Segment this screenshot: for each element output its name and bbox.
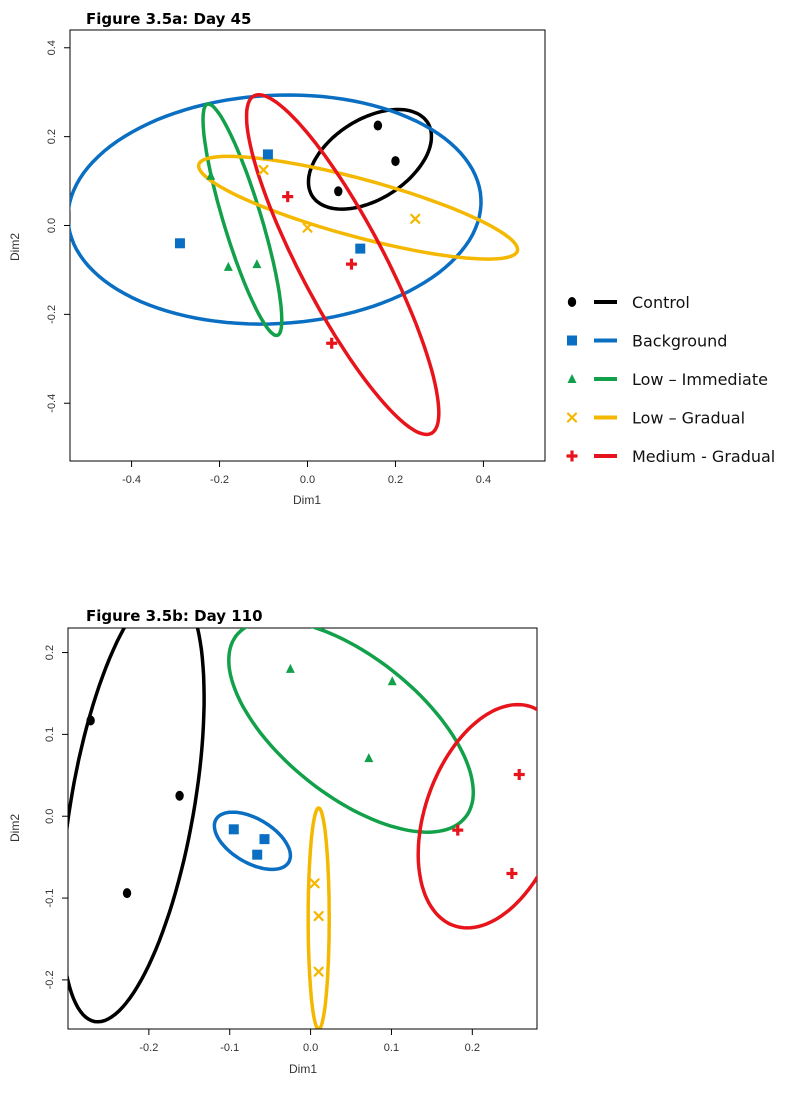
- low-immediate-ellipse: [201, 102, 284, 338]
- background-point: [174, 238, 185, 249]
- x-tick-label: 0.0: [300, 474, 315, 486]
- low-gradual-point: [313, 910, 324, 922]
- x-tick-label: -0.1: [220, 1042, 239, 1054]
- legend-label: Low – Immediate: [632, 370, 768, 389]
- x-axis-label: Dim1: [289, 1062, 317, 1076]
- low-gradual-point: [309, 878, 320, 889]
- y-tick-label: -0.4: [46, 394, 58, 413]
- low-gradual-ellipse: [196, 154, 520, 261]
- medium-gradual-point: [345, 258, 357, 270]
- control-point: [86, 715, 95, 726]
- low-immediate-point: [206, 170, 216, 180]
- medium-gradual-ellipse: [416, 702, 537, 930]
- control-point: [391, 156, 400, 167]
- low-immediate-point: [364, 753, 374, 763]
- legend-marker: [567, 297, 577, 307]
- low-immediate-point: [387, 676, 397, 686]
- y-tick-label: 0.0: [46, 218, 58, 233]
- x-tick-label: -0.2: [139, 1042, 158, 1054]
- y-tick-label: -0.2: [46, 305, 58, 324]
- control-point: [175, 790, 184, 801]
- legend-marker: [566, 412, 578, 423]
- medium-gradual-ellipse: [244, 93, 441, 437]
- y-tick-label: -0.1: [44, 889, 56, 908]
- y-tick-label: 0.4: [46, 40, 58, 55]
- legend-item-background: Background: [567, 332, 727, 351]
- x-tick-label: -0.4: [122, 474, 141, 486]
- control-point: [373, 120, 383, 131]
- low-gradual-point: [410, 213, 421, 224]
- y-tick-label: 0.0: [44, 809, 56, 824]
- x-tick-label: 0.0: [303, 1042, 318, 1054]
- y-axis-label: Dim2: [8, 814, 22, 842]
- legend-label: Background: [632, 332, 727, 351]
- x-axis-label: Dim1: [293, 493, 321, 507]
- low-immediate-point: [285, 663, 295, 673]
- low-gradual-point: [313, 966, 324, 977]
- control-ellipse: [68, 628, 206, 1024]
- y-tick-label: 0.1: [44, 727, 56, 742]
- legend-item-control: Control: [567, 293, 690, 312]
- medium-gradual-point: [282, 191, 294, 203]
- legend-item-low-gradual: Low – Gradual: [566, 409, 745, 428]
- background-point: [228, 824, 239, 835]
- low-immediate-ellipse: [227, 628, 476, 834]
- low-gradual-ellipse: [306, 806, 331, 1029]
- legend-label: Control: [632, 293, 690, 312]
- background-ellipse: [212, 810, 293, 872]
- background-point: [252, 849, 263, 860]
- control-point: [122, 888, 132, 899]
- low-immediate-point: [252, 259, 262, 269]
- y-tick-label: 0.2: [44, 645, 56, 660]
- low-gradual-point: [302, 222, 313, 233]
- legend: Control Background Low – Immediate Low – Gr…: [566, 293, 775, 466]
- chart-title: Figure 3.5b: Day 110: [86, 607, 263, 625]
- x-tick-label: 0.2: [465, 1042, 480, 1054]
- x-tick-label: -0.2: [210, 474, 229, 486]
- control-point: [334, 186, 343, 197]
- background-point: [262, 149, 273, 160]
- low-immediate-point: [223, 261, 233, 271]
- low-gradual-point: [258, 164, 269, 176]
- x-tick-label: 0.1: [384, 1042, 399, 1054]
- medium-gradual-point: [513, 768, 525, 780]
- background-ellipse: [70, 93, 483, 326]
- legend-label: Low – Gradual: [632, 409, 745, 428]
- y-tick-label: -0.2: [44, 970, 56, 989]
- y-axis-label: Dim2: [8, 233, 22, 261]
- background-point: [259, 834, 270, 845]
- legend-marker: [567, 374, 577, 383]
- legend-item-low-immediate: Low – Immediate: [567, 370, 768, 389]
- chart-day-45: Figure 3.5a: Day 45 -0.4 -0.2 0.0 0.2 0.4 -0…: [8, 10, 546, 507]
- legend-marker: [566, 450, 578, 462]
- control-ellipse: [306, 107, 434, 211]
- chart-title: Figure 3.5a: Day 45: [86, 10, 252, 28]
- chart-day-110: Figure 3.5b: Day 110 -0.2 -0.1 0.0 0.1 0.2 -…: [8, 607, 538, 1076]
- x-tick-label: 0.4: [476, 474, 491, 486]
- y-tick-label: 0.2: [46, 129, 58, 144]
- medium-gradual-point: [452, 824, 464, 836]
- legend-marker: [567, 335, 577, 346]
- legend-label: Medium - Gradual: [632, 447, 775, 466]
- medium-gradual-point: [506, 868, 518, 880]
- medium-gradual-point: [326, 337, 338, 349]
- plot-frame: [67, 627, 538, 1030]
- background-point: [355, 243, 366, 254]
- legend-item-medium-gradual: Medium - Gradual: [566, 447, 775, 466]
- x-tick-label: 0.2: [388, 474, 403, 486]
